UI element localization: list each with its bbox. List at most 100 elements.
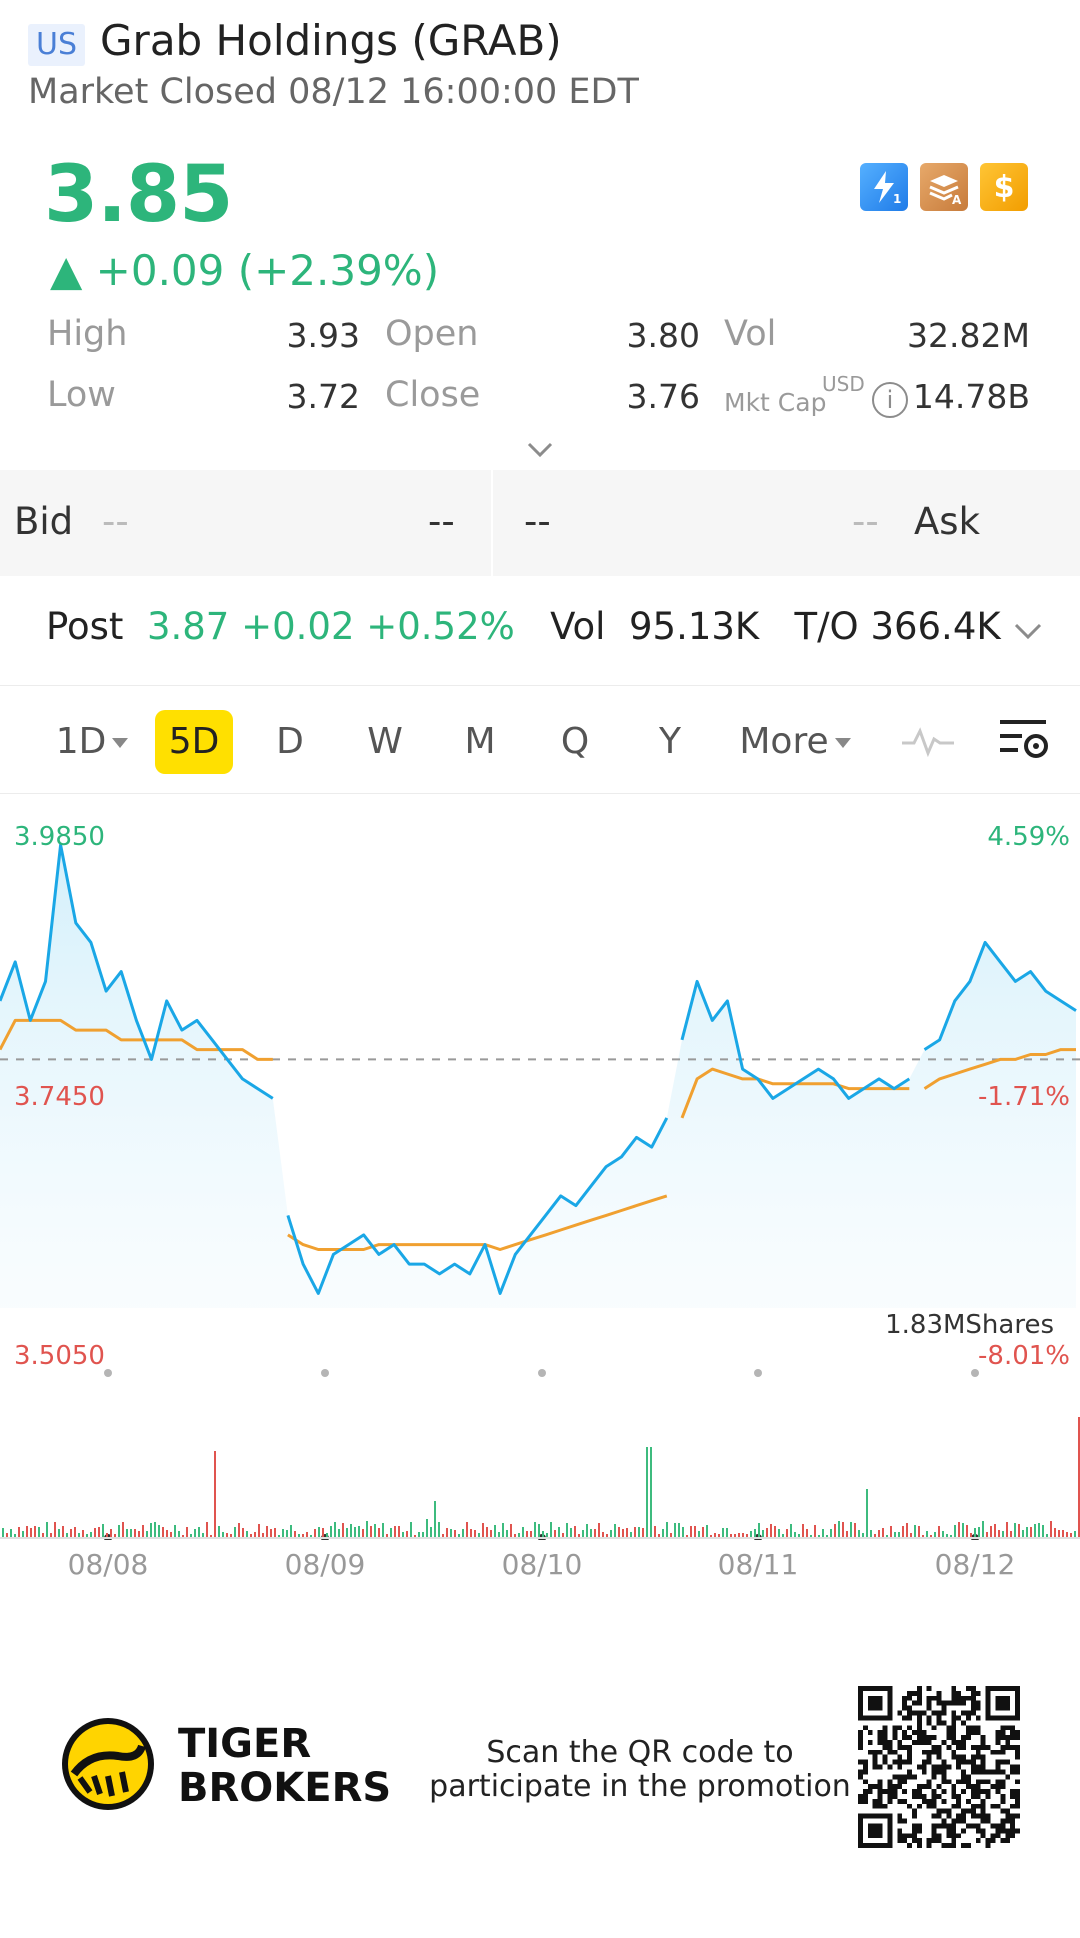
- x-label-0812: 08/12: [934, 1548, 1016, 1581]
- volume-bar: [38, 1527, 40, 1537]
- volume-bar: [602, 1532, 604, 1537]
- stock-title: Grab Holdings (GRAB): [100, 16, 562, 65]
- volume-bar: [170, 1532, 172, 1537]
- volume-bar: [298, 1534, 300, 1537]
- volume-bar: [658, 1534, 660, 1537]
- volume-bar: [942, 1531, 944, 1537]
- close-label: Close: [385, 375, 481, 415]
- info-icon[interactable]: i: [872, 382, 908, 418]
- volume-bar: [398, 1526, 400, 1537]
- separator: [0, 685, 1080, 686]
- volume-bar: [98, 1527, 100, 1537]
- caret-down-icon: [112, 738, 129, 748]
- open-value: 3.80: [626, 316, 700, 355]
- volume-bar: [794, 1532, 796, 1537]
- tab-w[interactable]: W: [367, 721, 403, 762]
- dollar-icon[interactable]: $: [980, 163, 1028, 211]
- volume-bar: [138, 1531, 140, 1537]
- brand-name: TIGER BROKERS: [178, 1722, 391, 1810]
- lightning-level1-icon[interactable]: 1: [860, 163, 908, 211]
- volume-bar: [386, 1534, 388, 1537]
- session-marker: [538, 1369, 546, 1377]
- indicator-wave-icon[interactable]: [900, 725, 956, 759]
- volume-bar: [178, 1531, 180, 1537]
- tab-m[interactable]: M: [464, 721, 496, 762]
- volume-bar: [534, 1522, 536, 1537]
- tab-d[interactable]: D: [276, 721, 304, 762]
- volume-bar: [710, 1535, 712, 1537]
- expand-chevron-icon[interactable]: [525, 435, 555, 465]
- volume-bar: [934, 1532, 936, 1537]
- post-vol-label: Vol: [550, 605, 606, 648]
- volume-bar: [562, 1533, 564, 1537]
- session-marker: [754, 1369, 762, 1377]
- volume-bar: [158, 1525, 160, 1537]
- volume-bar: [314, 1529, 316, 1537]
- volume-bar: [642, 1528, 644, 1537]
- volume-bar: [886, 1535, 888, 1537]
- volume-bar: [326, 1533, 328, 1537]
- volume-bar: [202, 1533, 204, 1537]
- volume-bar: [134, 1529, 136, 1537]
- qr-code-icon[interactable]: [858, 1686, 1020, 1848]
- volume-bar: [730, 1534, 732, 1537]
- chart-settings-icon[interactable]: [998, 716, 1050, 764]
- volume-bar: [394, 1526, 396, 1537]
- tab-q[interactable]: Q: [560, 721, 590, 762]
- tab-more[interactable]: More: [735, 710, 855, 774]
- volume-bar: [430, 1527, 432, 1537]
- volume-bar: [274, 1528, 276, 1537]
- post-market-row[interactable]: Post 3.87 +0.02 +0.52% Vol 95.13K T/O 36…: [46, 605, 1001, 648]
- volume-bar: [234, 1527, 236, 1537]
- tab-y[interactable]: Y: [659, 721, 681, 762]
- session-markers: [104, 1369, 979, 1540]
- volume-bar: [870, 1530, 872, 1537]
- volume-bar: [374, 1524, 376, 1537]
- post-expand-chevron-icon[interactable]: [1012, 615, 1044, 647]
- volume-bar: [246, 1531, 248, 1537]
- volume-bar: [726, 1528, 728, 1537]
- volume-bar: [918, 1526, 920, 1537]
- volume-bar: [306, 1532, 308, 1537]
- stack-level-a-icon[interactable]: A: [920, 163, 968, 211]
- post-turnover-label: T/O: [794, 605, 859, 648]
- volume-bar: [806, 1529, 808, 1537]
- volume-bar: [1066, 1532, 1068, 1537]
- price-line-group: [0, 843, 1077, 1295]
- volume-bar: [986, 1532, 988, 1537]
- volume-bar: [6, 1533, 8, 1537]
- y-label-bottom: 3.5050: [14, 1341, 105, 1371]
- pct-label-mid: -1.71%: [978, 1082, 1070, 1112]
- volume-bar: [894, 1532, 896, 1537]
- svg-text:1: 1: [893, 192, 901, 206]
- market-tag: US: [28, 24, 86, 66]
- volume-bar: [650, 1447, 652, 1537]
- volume-bar: [218, 1526, 220, 1537]
- price-line: [0, 843, 274, 1100]
- bid-size: --: [428, 500, 455, 543]
- volume-bar: [750, 1531, 752, 1537]
- post-vol: 95.13K: [628, 605, 760, 648]
- volume-bar: [1034, 1524, 1036, 1537]
- volume-bar: [78, 1533, 80, 1537]
- price-chart[interactable]: [0, 800, 1080, 1540]
- volume-bar: [1018, 1524, 1020, 1537]
- volume-bar: [558, 1527, 560, 1537]
- volume-bar: [994, 1524, 996, 1537]
- volume-bar: [1030, 1527, 1032, 1537]
- volume-bar: [286, 1530, 288, 1537]
- volume-bar: [2, 1528, 4, 1537]
- volume-bar: [414, 1535, 416, 1537]
- tab-1d[interactable]: 1D: [48, 710, 136, 774]
- vol-label: Vol: [724, 314, 777, 354]
- volume-bar: [10, 1529, 12, 1537]
- volume-bar: [82, 1530, 84, 1537]
- volume-bar: [498, 1532, 500, 1537]
- volume-bar: [242, 1528, 244, 1537]
- tab-5d[interactable]: 5D: [155, 710, 233, 774]
- volume-bar: [678, 1523, 680, 1537]
- price-area: [0, 844, 1076, 1308]
- volume-bar: [974, 1528, 976, 1537]
- volume-bars: [2, 1417, 1080, 1537]
- volume-bar: [734, 1534, 736, 1537]
